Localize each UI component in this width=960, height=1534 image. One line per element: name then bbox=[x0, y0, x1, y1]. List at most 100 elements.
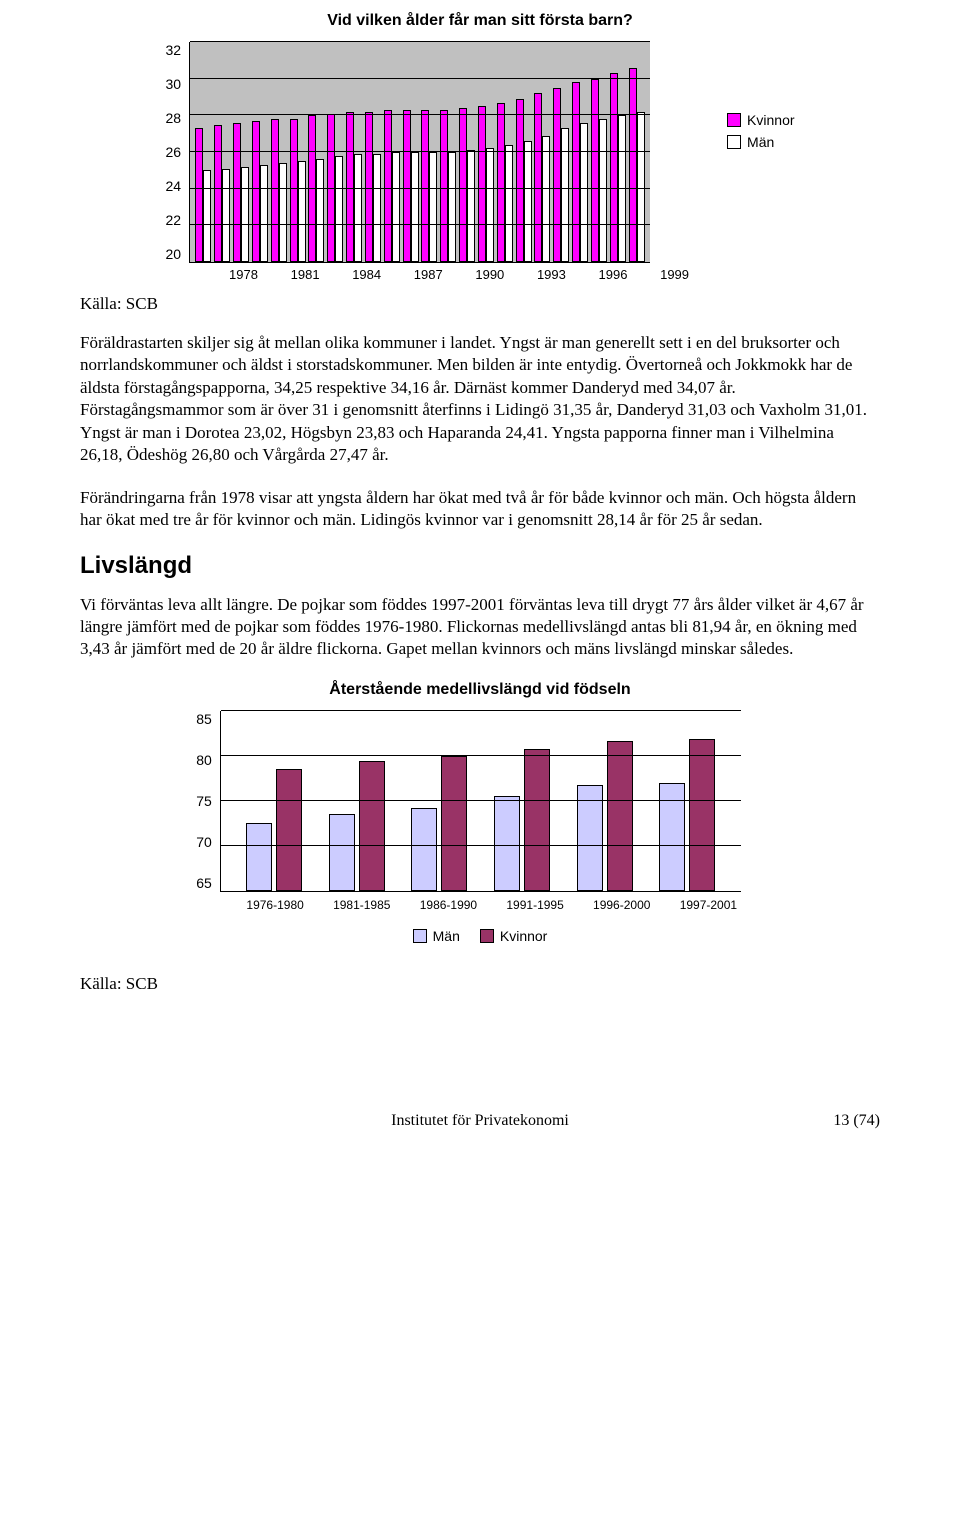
paragraph-1: Föräldrastarten skiljer sig åt mellan ol… bbox=[80, 332, 880, 467]
chart1-bar-group bbox=[497, 103, 513, 263]
chart2-bar-kvinnor bbox=[441, 756, 467, 891]
chart2-xtick: 1996-2000 bbox=[593, 898, 650, 912]
chart1-bar-kvinnor bbox=[610, 73, 618, 262]
chart1-xtick: 1990 bbox=[475, 267, 504, 282]
chart1-xtick: 1984 bbox=[352, 267, 381, 282]
chart1-bar-kvinnor bbox=[271, 119, 279, 262]
chart2-bar-man bbox=[494, 796, 520, 891]
chart2-bar-kvinnor bbox=[689, 739, 715, 891]
footer-page-number: 13 (74) bbox=[833, 1112, 880, 1130]
chart2-bar-kvinnor bbox=[276, 769, 302, 891]
chart2-ytick: 85 bbox=[196, 711, 212, 727]
chart1-bar-man bbox=[373, 154, 381, 262]
legend2-swatch-man bbox=[413, 929, 427, 943]
chart1-ytick: 26 bbox=[165, 144, 181, 160]
chart2-bar-kvinnor bbox=[359, 761, 385, 891]
chart2-bar-kvinnor bbox=[524, 749, 550, 891]
chart1-bar-kvinnor bbox=[459, 108, 467, 262]
chart1-xtick: 1987 bbox=[414, 267, 443, 282]
chart1-bar-group bbox=[516, 99, 532, 262]
chart1-bar-man bbox=[279, 163, 287, 262]
chart1-yaxis: 32302826242220 bbox=[165, 42, 189, 262]
chart1-bar-kvinnor bbox=[252, 121, 260, 262]
chart1-bar-man bbox=[411, 152, 419, 262]
chart1-xaxis: 19781981198419871990199319961999 bbox=[221, 263, 697, 282]
chart1-bar-man bbox=[298, 161, 306, 262]
footer-center: Institutet för Privatekonomi bbox=[391, 1112, 569, 1130]
legend2-label-man: Män bbox=[433, 928, 460, 944]
chart1-bar-group bbox=[478, 106, 494, 262]
chart2-bar-man bbox=[329, 814, 355, 891]
chart1-bar-man bbox=[486, 148, 494, 262]
chart1-bar-man bbox=[260, 165, 268, 262]
chart1-plot-area bbox=[189, 42, 650, 263]
chart2-legend: Män Kvinnor bbox=[80, 928, 880, 950]
chart1-bar-group bbox=[195, 128, 211, 262]
chart1-bar-man bbox=[467, 150, 475, 262]
legend-label-man: Män bbox=[747, 134, 774, 150]
chart1-bar-kvinnor bbox=[195, 128, 203, 262]
legend2-label-kvinnor: Kvinnor bbox=[500, 928, 547, 944]
chart1-ytick: 20 bbox=[165, 246, 181, 262]
chart1-bar-kvinnor bbox=[629, 68, 637, 262]
chart1-bar-kvinnor bbox=[290, 119, 298, 262]
chart2-yaxis: 8580757065 bbox=[196, 711, 220, 891]
chart1-bar-group bbox=[459, 108, 475, 262]
chart1-bar-kvinnor bbox=[403, 110, 411, 262]
page-footer: Institutet för Privatekonomi 13 (74) bbox=[0, 1112, 960, 1136]
chart1-legend: Kvinnor Män bbox=[727, 112, 794, 156]
chart2-ytick: 70 bbox=[196, 834, 212, 850]
chart1-ytick: 22 bbox=[165, 212, 181, 228]
chart1-bar-kvinnor bbox=[516, 99, 524, 262]
chart1-bar-group bbox=[252, 121, 268, 262]
chart1-xtick: 1996 bbox=[599, 267, 628, 282]
chart2-bar-kvinnor bbox=[607, 741, 633, 891]
chart2-xaxis: 1976-19801981-19851986-19901991-19951996… bbox=[220, 898, 764, 912]
chart1-bar-man bbox=[354, 154, 362, 262]
chart1-ytick: 24 bbox=[165, 178, 181, 194]
chart2-xtick: 1986-1990 bbox=[420, 898, 477, 912]
chart1-bar-man bbox=[524, 141, 532, 262]
chart1-bar-man bbox=[241, 167, 249, 262]
chart2-xtick: 1981-1985 bbox=[333, 898, 390, 912]
legend-swatch-kvinnor bbox=[727, 113, 741, 127]
chart1-bar-man bbox=[618, 115, 626, 262]
chart1-bar-man bbox=[203, 170, 211, 262]
chart1-bar-kvinnor bbox=[440, 110, 448, 262]
chart1-bar-group bbox=[308, 115, 324, 262]
chart1-bar-group bbox=[534, 93, 550, 262]
chart1-bar-group bbox=[290, 119, 306, 262]
chart2-source: Källa: SCB bbox=[80, 974, 880, 994]
chart1-bar-kvinnor bbox=[384, 110, 392, 262]
chart1-ytick: 28 bbox=[165, 110, 181, 126]
chart1-source: Källa: SCB bbox=[80, 294, 880, 314]
chart2-bar-group bbox=[246, 769, 302, 891]
chart1-bar-group bbox=[214, 125, 230, 263]
chart1-xtick: 1981 bbox=[291, 267, 320, 282]
chart1-bar-kvinnor bbox=[421, 110, 429, 262]
chart2-plot-area bbox=[220, 711, 741, 892]
chart1-bar-man bbox=[505, 145, 513, 262]
chart1-bar-man bbox=[448, 152, 456, 262]
chart1-xtick: 1999 bbox=[660, 267, 689, 282]
chart1-xtick: 1993 bbox=[537, 267, 566, 282]
chart1-ytick: 30 bbox=[165, 76, 181, 92]
chart1-bar-man bbox=[392, 152, 400, 262]
chart1-bar-group bbox=[271, 119, 287, 262]
chart1-bar-group bbox=[591, 79, 607, 262]
chart2-xtick: 1997-2001 bbox=[680, 898, 737, 912]
chart1-bar-man bbox=[542, 136, 550, 263]
chart2-ytick: 65 bbox=[196, 875, 212, 891]
chart1-bar-man bbox=[599, 119, 607, 262]
chart2-bar-group bbox=[659, 739, 715, 891]
chart1-bar-kvinnor bbox=[591, 79, 599, 262]
chart2-ytick: 80 bbox=[196, 752, 212, 768]
chart2-bar-man bbox=[411, 808, 437, 891]
chart1-bar-group bbox=[629, 68, 645, 262]
chart1-bar-man bbox=[222, 169, 230, 263]
chart1-bar-group bbox=[421, 110, 437, 262]
chart1-bar-group bbox=[233, 123, 249, 262]
legend-label-kvinnor: Kvinnor bbox=[747, 112, 794, 128]
chart1-bar-group bbox=[384, 110, 400, 262]
chart2-bar-group bbox=[494, 749, 550, 891]
